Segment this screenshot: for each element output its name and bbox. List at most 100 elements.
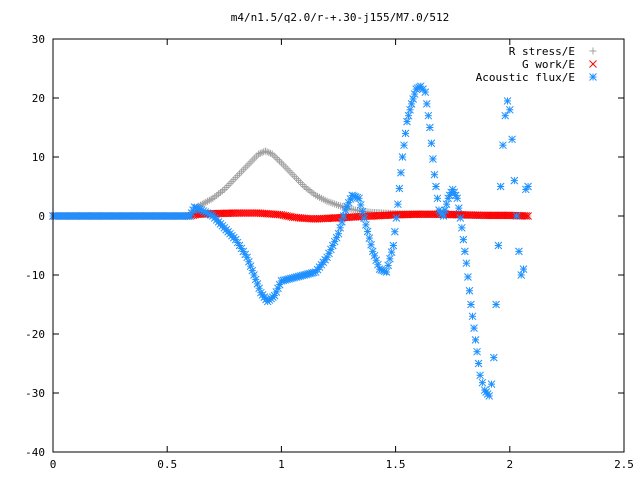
data-point [475,211,484,220]
data-point [470,324,478,332]
data-point [263,148,271,156]
legend-marker [589,73,597,81]
data-point [362,220,370,229]
data-point [355,194,363,203]
data-point [205,196,213,204]
data-point [239,209,248,217]
data-point [386,254,394,263]
x-tick-label: 0.5 [157,458,177,471]
data-point [464,211,472,219]
data-point [456,214,465,222]
data-point [274,284,282,293]
data-point [464,273,472,281]
data-point [204,197,212,205]
data-marks [49,82,532,400]
data-point [404,111,413,120]
data-point [334,229,343,238]
plot-frame [52,38,625,453]
data-point [478,378,487,387]
data-point [422,210,430,219]
data-point [418,210,427,219]
series-2 [49,82,532,400]
data-point [382,268,391,276]
data-point [258,149,266,157]
data-point [235,209,244,217]
data-point [230,209,238,217]
chart-title: m4/n1.5/q2.0/r-+.30-j155/M7.0/512 [231,11,450,24]
data-point [465,211,474,219]
data-point [499,141,507,150]
data-point [457,223,466,232]
data-point [365,234,374,242]
data-point [265,149,273,157]
data-point [248,209,257,217]
data-point [389,241,398,250]
data-point [505,105,514,114]
data-point [485,392,494,400]
data-point [356,201,365,209]
data-point [465,286,474,295]
data-point [261,147,269,155]
data-point [453,194,462,203]
data-point [363,227,372,236]
y-tick-label: 0 [38,210,45,223]
data-point [515,247,523,256]
data-point [524,182,532,191]
y-tick-label: 20 [32,92,45,105]
data-point [487,380,496,389]
data-point [512,212,521,220]
data-point [339,212,348,220]
data-point [243,253,251,262]
data-point [510,176,519,185]
data-point [256,149,264,157]
data-point [241,209,250,217]
data-point [467,300,475,309]
legend-entry-label: R stress/E [509,45,575,58]
x-tick-label: 2.5 [614,458,634,471]
data-point [336,223,345,232]
data-point [494,241,503,250]
data-point [268,150,276,158]
data-point [462,211,470,219]
data-point [517,271,526,279]
data-point [368,247,377,256]
data-point [384,261,393,270]
data-point [390,227,399,236]
y-tick-label: -30 [25,387,45,400]
data-point [426,123,434,132]
legend-entry-label: Acoustic flux/E [476,71,575,84]
data-point [429,210,438,219]
data-point [427,139,436,148]
legend-marker [589,60,597,68]
data-point [442,200,451,209]
data-point [358,207,367,216]
data-point [508,135,516,144]
data-point [276,157,284,165]
data-point [424,210,432,219]
y-tick-label: -20 [25,328,45,341]
data-point [430,170,439,179]
data-point [246,262,255,271]
data-point [367,240,375,249]
data-point [341,206,350,214]
x-tick-label: 1 [278,458,285,471]
data-point [394,200,402,209]
data-point [207,195,215,203]
data-point [231,209,240,217]
data-point [524,212,532,220]
data-point [270,152,278,160]
data-point [433,194,442,203]
data-point [252,209,261,217]
data-point [492,300,500,309]
data-point [241,250,250,259]
axis-ticks: 0 0.5 1 1.5 2 2.5 30 20 10 0 -10 -20 -30 -40 [25,33,634,471]
data-point [467,211,476,219]
x-tick-label: 2 [506,458,513,471]
data-point [469,211,478,219]
y-tick-label: -40 [25,446,45,459]
data-point [479,211,488,220]
data-point [309,214,318,223]
data-point [274,155,282,163]
